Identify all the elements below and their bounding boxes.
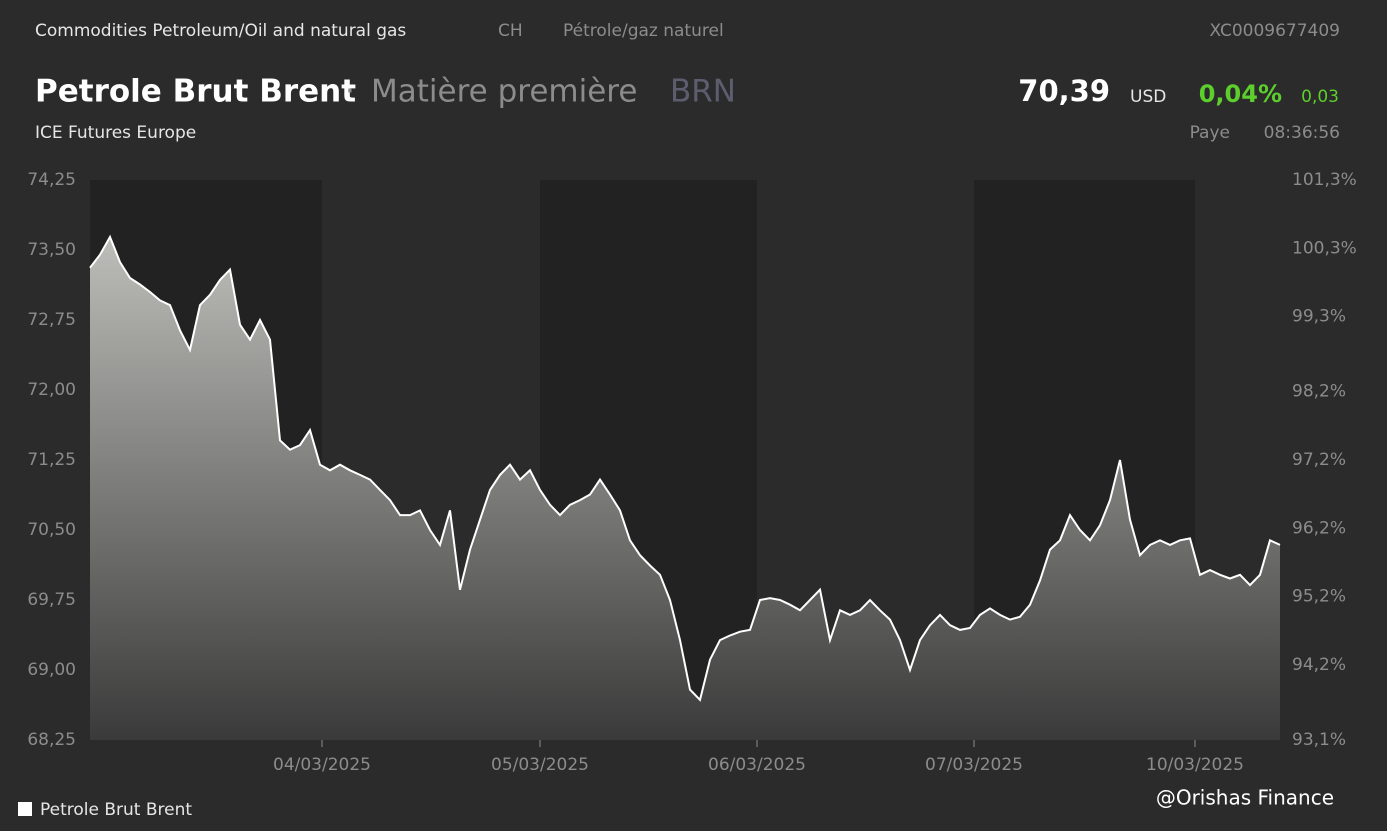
- y-tick-label: 69,00: [27, 660, 76, 680]
- symbol: BRN: [670, 74, 736, 110]
- x-tick-label: 04/03/2025: [273, 755, 371, 775]
- price-line: [89, 234, 1281, 702]
- time: 08:36:56: [1264, 123, 1340, 143]
- y2-tick-label: 97,2%: [1292, 450, 1346, 470]
- y-tick-label: 68,25: [27, 730, 76, 750]
- y-tick-label: 72,00: [27, 380, 76, 400]
- instrument-kind: Matière première: [371, 74, 637, 110]
- y2-tick-label: 95,2%: [1292, 587, 1346, 607]
- change-abs: 0,03: [1301, 87, 1339, 107]
- y2-tick-label: 98,2%: [1292, 382, 1346, 402]
- price: 70,39: [1018, 74, 1110, 108]
- y-tick-label: 71,25: [27, 450, 76, 470]
- isin: XC0009677409: [1210, 21, 1340, 41]
- y2-tick-label: 93,1%: [1292, 730, 1346, 750]
- change-pct: 0,04%: [1199, 80, 1282, 108]
- y-tick-label: 74,25: [27, 170, 76, 190]
- exchange: ICE Futures Europe: [35, 123, 196, 143]
- legend-swatch: [18, 802, 32, 816]
- y-tick-label: 69,75: [27, 590, 76, 610]
- x-tick-label: 07/03/2025: [925, 755, 1023, 775]
- y-tick-label: 73,50: [27, 240, 76, 260]
- y2-tick-label: 94,2%: [1292, 655, 1346, 675]
- country: CH: [498, 21, 523, 41]
- legend-label: Petrole Brut Brent: [40, 800, 192, 820]
- separator: ·: [345, 74, 355, 110]
- x-tick-label: 10/03/2025: [1146, 755, 1244, 775]
- y-tick-label: 70,50: [27, 520, 76, 540]
- y2-tick-label: 99,3%: [1292, 307, 1346, 327]
- plot: 68,25 69,00 69,75 70,50 71,25 72,00 72,75 73,50…: [27, 170, 1357, 775]
- instrument-name: Petrole Brut Brent: [35, 74, 356, 110]
- status: Paye: [1190, 123, 1230, 143]
- currency: USD: [1130, 87, 1166, 107]
- x-tick-label: 05/03/2025: [491, 755, 589, 775]
- category: Pétrole/gaz naturel: [563, 21, 724, 41]
- y2-tick-label: 96,2%: [1292, 518, 1346, 538]
- y2-tick-label: 101,3%: [1292, 170, 1357, 190]
- x-tick-label: 06/03/2025: [708, 755, 806, 775]
- y-tick-label: 72,75: [27, 310, 76, 330]
- breadcrumb: Commodities Petroleum/Oil and natural ga…: [35, 21, 406, 41]
- watermark: @Orishas Finance: [1156, 786, 1334, 810]
- y2-tick-label: 100,3%: [1292, 238, 1357, 258]
